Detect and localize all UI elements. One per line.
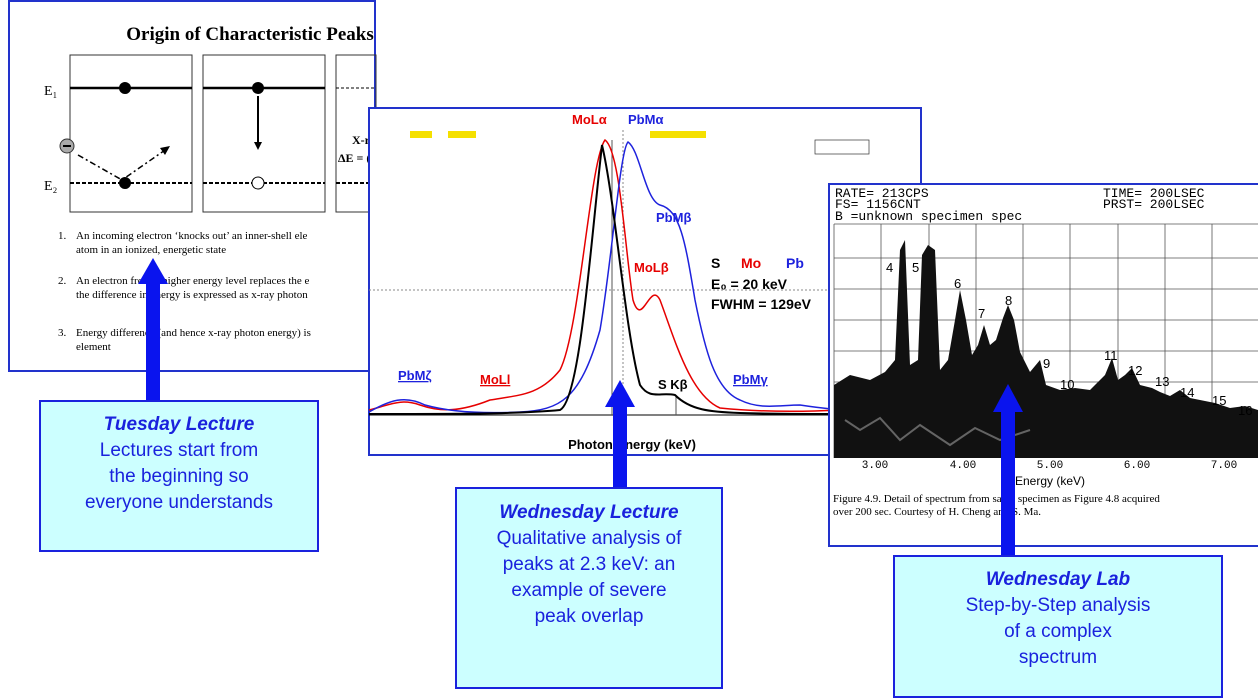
callout-line: everyone understands xyxy=(85,492,273,513)
item-line: atom in an ionized, energetic state xyxy=(76,244,226,256)
callout-line: peaks at 2.3 keV: an xyxy=(503,554,676,575)
condition: FWHM = 129eV xyxy=(711,296,812,312)
header-text: B =unknown specimen spec xyxy=(835,209,1022,224)
highlight xyxy=(448,131,476,138)
peak-label: MoLβ xyxy=(634,260,669,275)
legend-entry: Mo xyxy=(741,255,761,271)
caption: Figure 4.9. Detail of spectrum from same… xyxy=(833,493,1160,505)
slide-1: Origin of Characteristic Peaks E₁ E₂ X-r… xyxy=(9,1,376,371)
peak-label: S Kβ xyxy=(658,377,688,392)
peak-number: 7 xyxy=(978,306,985,321)
peak-number: 14 xyxy=(1180,385,1194,400)
electron xyxy=(252,82,264,94)
slide-title: Origin of Characteristic Peaks xyxy=(126,24,373,45)
header-text: PRST= 200LSEC xyxy=(1103,197,1205,212)
peak-number: 11 xyxy=(1104,348,1118,363)
collage: Origin of Characteristic Peaks E₁ E₂ X-r… xyxy=(0,0,1258,698)
callout-line: Qualitative analysis of xyxy=(497,528,683,549)
condition: E₀ = 20 keV xyxy=(711,276,788,292)
x-tick-label: 3.00 xyxy=(862,460,888,472)
level-label: E₁ xyxy=(44,84,57,99)
peak-label: MoLl xyxy=(480,372,510,387)
x-tick-label: 6.00 xyxy=(1124,460,1150,472)
item-line: Energy difference (and hence x-ray photo… xyxy=(76,327,311,339)
slide-3: RATE= 213CPS TIME= 200LSEC FS= 1156CNT P… xyxy=(829,184,1258,546)
x-tick-label: 5.00 xyxy=(1037,460,1063,472)
callout-title: Wednesday Lecture xyxy=(499,502,679,523)
callout-line: example of severe xyxy=(511,580,666,601)
peak-number: 8 xyxy=(1005,293,1012,308)
highlight xyxy=(650,131,706,138)
callout-line: peak overlap xyxy=(535,606,644,627)
callout-title: Tuesday Lecture xyxy=(104,414,255,435)
item-line: An electron from a higher energy level r… xyxy=(76,275,310,287)
callout-line: the beginning so xyxy=(109,466,248,487)
x-axis-label: Energy (keV) xyxy=(1015,474,1085,488)
x-tick-label: 4.00 xyxy=(950,460,976,472)
peak-number: 12 xyxy=(1128,363,1142,378)
callout-line: Lectures start from xyxy=(100,440,258,461)
peak-number: 4 xyxy=(886,260,893,275)
callout-line: spectrum xyxy=(1019,647,1097,668)
peak-number: 15 xyxy=(1212,393,1226,408)
x-axis-label: Photon Energy (keV) xyxy=(568,437,696,452)
peak-label: PbMβ xyxy=(656,210,691,225)
peak-number: 13 xyxy=(1155,374,1169,389)
peak-label: PbMζ xyxy=(398,368,431,383)
peak-label: PbMα xyxy=(628,112,663,127)
callout-line: Step-by-Step analysis xyxy=(966,595,1151,616)
peak-label: MoLα xyxy=(572,112,607,127)
legend-entry: Pb xyxy=(786,255,804,271)
electron xyxy=(119,177,131,189)
side-text: ΔE = ( xyxy=(338,151,370,165)
arrow-shaft xyxy=(1001,410,1015,557)
peak-number: 9 xyxy=(1043,356,1050,371)
callout-line: of a complex xyxy=(1004,621,1112,642)
side-text: X-r xyxy=(352,133,371,147)
item-line: An incoming electron ‘knocks out’ an inn… xyxy=(76,230,308,242)
peak-number: 5 xyxy=(912,260,919,275)
peak-label: PbMγ xyxy=(733,372,768,387)
callout-title: Wednesday Lab xyxy=(986,569,1131,590)
vacancy xyxy=(252,177,264,189)
electron xyxy=(119,82,131,94)
peak-number: 10 xyxy=(1060,377,1074,392)
item-number: 3. xyxy=(58,327,67,339)
peak-number: 16 xyxy=(1238,403,1252,418)
x-tick-label: 7.00 xyxy=(1211,460,1237,472)
highlight xyxy=(410,131,432,138)
item-line: the difference in energy is expressed as… xyxy=(76,289,308,301)
item-number: 2. xyxy=(58,275,67,287)
arrow-shaft xyxy=(146,282,160,402)
item-number: 1. xyxy=(58,230,67,242)
peak-number: 6 xyxy=(954,276,961,291)
item-line: element xyxy=(76,341,111,353)
level-label: E₂ xyxy=(44,179,58,194)
legend-entry: S xyxy=(711,255,720,271)
arrow-shaft xyxy=(613,405,627,489)
